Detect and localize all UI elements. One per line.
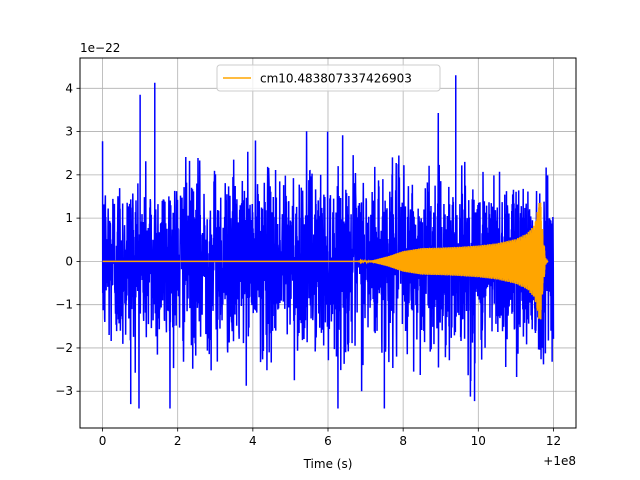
y-tick-label: 0 (65, 254, 73, 268)
x-tick-label: 8 (399, 434, 407, 448)
series-noise-line (101, 75, 555, 409)
x-tick-label: 2 (174, 434, 182, 448)
x-tick-label: 10 (471, 434, 486, 448)
series-layer (101, 75, 555, 409)
x-tick-label: 0 (99, 434, 107, 448)
legend-box (216, 64, 441, 92)
x-tick-label: 12 (546, 434, 561, 448)
y-tick-label: 4 (65, 81, 73, 95)
y-tick-label: −1 (55, 298, 73, 312)
y-axis-ticks: −3 −2 −1 0 1 2 3 4 (55, 81, 80, 398)
legend: cm10.483807337426903 (216, 64, 441, 92)
y-tick-label: −3 (55, 384, 73, 398)
y-tick-label: 3 (65, 125, 73, 139)
legend-label-chirp: cm10.483807337426903 (260, 72, 412, 86)
y-scale-label: 1e−22 (80, 41, 120, 55)
y-tick-label: 2 (65, 168, 73, 182)
x-tick-label: 6 (324, 434, 332, 448)
x-tick-label: 4 (249, 434, 257, 448)
x-offset-label: +1e8 (543, 454, 576, 468)
x-axis-label: Time (s) (303, 457, 353, 471)
x-axis-ticks: 0 2 4 6 8 10 12 (99, 428, 561, 448)
y-tick-label: 1 (65, 211, 73, 225)
y-tick-label: −2 (55, 341, 73, 355)
series-chirp-line (102, 202, 549, 320)
